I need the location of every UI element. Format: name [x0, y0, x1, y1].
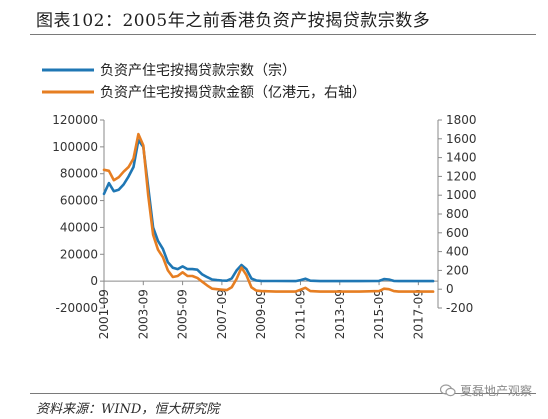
watermark: 夏磊地产观察: [439, 382, 532, 399]
figure-title: 图表102：2005年之前香港负资产按揭贷款宗数多: [36, 11, 431, 31]
left-tick-label: 80000: [60, 167, 98, 181]
x-tick-label: 2015-09: [372, 289, 386, 339]
left-tick-label: 60000: [60, 194, 98, 208]
x-tick-label: 2003-09: [136, 289, 150, 339]
chart-legend: 负资产住宅按揭贷款宗数（宗） 负资产住宅按揭贷款金额（亿港元，右轴）: [42, 63, 366, 101]
right-tick-label: 1400: [446, 151, 477, 165]
x-tick-label: 2007-09: [215, 289, 229, 339]
right-tick-label: 1600: [446, 132, 477, 146]
source-note: 资料来源：WIND，恒大研究院: [36, 402, 220, 417]
x-tick-label: 2017-09: [411, 289, 425, 339]
chart-series: [102, 132, 435, 293]
title-divider: [30, 34, 536, 35]
source-divider: [30, 393, 536, 394]
right-tick-label: 1000: [446, 188, 477, 202]
right-tick-label: 1200: [446, 169, 477, 183]
series-line-1: [102, 138, 435, 283]
right-tick-label: 0: [446, 282, 454, 296]
x-tick-label: 2011-09: [293, 289, 307, 339]
left-tick-label: 120000: [52, 113, 98, 127]
watermark-text: 夏磊地产观察: [459, 384, 532, 398]
wechat-icon: [439, 384, 456, 397]
right-tick-label: 1800: [446, 113, 477, 127]
left-tick-label: -20000: [55, 301, 98, 315]
right-tick-label: 400: [446, 245, 469, 259]
left-tick-label: 40000: [60, 220, 98, 234]
right-tick-label: 200: [446, 263, 469, 277]
chart-axes: -20000 0 20000 40000 60000 80000 100000 120000 -…: [52, 113, 476, 339]
x-tick-label: 2001-09: [97, 289, 111, 339]
left-tick-label: 20000: [60, 247, 98, 261]
x-tick-label: 2005-09: [176, 289, 190, 339]
legend-label-series-1: 负资产住宅按揭贷款宗数（宗）: [100, 63, 296, 79]
right-tick-label: 600: [446, 226, 469, 240]
right-tick-label: 800: [446, 207, 469, 221]
left-tick-label: 0: [90, 274, 98, 288]
left-tick-label: 100000: [52, 140, 98, 154]
x-tick-label: 2009-09: [254, 289, 268, 339]
right-tick-label: -200: [446, 301, 473, 315]
series-line-2: [102, 132, 435, 293]
legend-label-series-2: 负资产住宅按揭贷款金额（亿港元，右轴）: [100, 85, 366, 101]
x-tick-label: 2013-09: [333, 289, 347, 339]
